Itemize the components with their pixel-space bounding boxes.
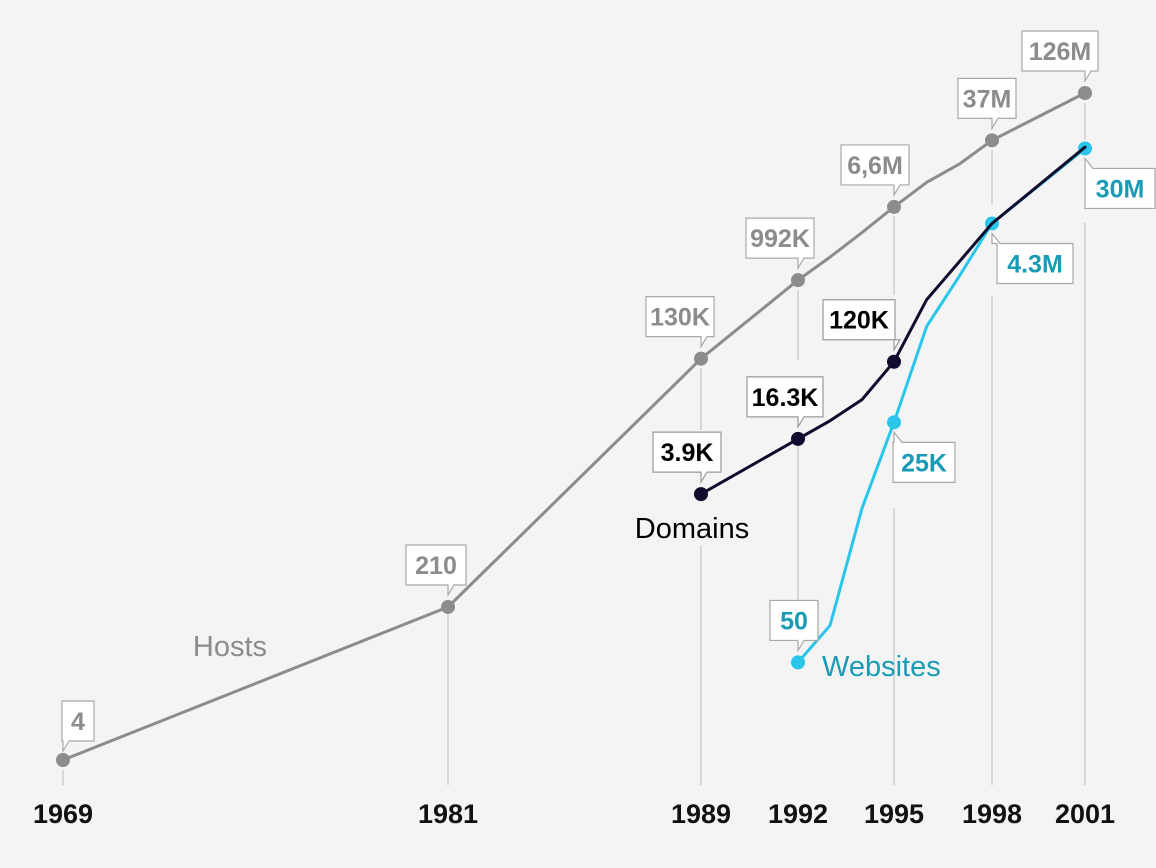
callout-box-hosts-2001 <box>1021 30 1099 84</box>
callout-domains-1989: 3.9K <box>652 431 722 485</box>
series-websites: Websites <box>791 141 1092 683</box>
data-labels: 4 210 130K 992K 6,6M 37M 126M 3.9K 16.3K 120K 50 25… <box>61 30 1156 754</box>
point-hosts-1969 <box>56 753 70 767</box>
callout-hosts-1992: 992K <box>745 217 815 271</box>
data-label-hosts-1992: 992K <box>750 225 810 253</box>
data-label-hosts-1995: 6,6M <box>847 152 903 180</box>
point-hosts-1998 <box>985 133 999 148</box>
callout-domains-1992: 16.3K <box>746 376 824 430</box>
series-name-websites: Websites <box>822 651 941 683</box>
line-websites <box>796 146 1087 664</box>
point-hosts-2001 <box>1078 86 1092 100</box>
data-label-hosts-2001: 126M <box>1029 38 1092 66</box>
x-tick-label-2001: 2001 <box>1055 799 1115 829</box>
callout-box-hosts-1998 <box>957 77 1017 131</box>
series-hosts: Hosts <box>56 86 1092 767</box>
callout-websites-2001: 30M <box>1084 156 1156 210</box>
data-label-hosts-1989: 130K <box>650 304 710 332</box>
x-tick-label-1995: 1995 <box>864 799 924 829</box>
x-tick-label-1992: 1992 <box>768 799 828 829</box>
callout-box-hosts-1981 <box>405 544 467 598</box>
callout-hosts-2001: 126M <box>1021 30 1099 84</box>
callout-box-websites-2001 <box>1084 156 1156 210</box>
data-label-websites-1995: 25K <box>901 449 947 477</box>
series-lines: Hosts Websites Domains <box>56 86 1092 767</box>
series-name-hosts: Hosts <box>193 631 267 663</box>
callout-box-domains-1995 <box>822 299 902 352</box>
callout-box-hosts-1969 <box>61 700 95 754</box>
point-domains-1995 <box>887 354 901 369</box>
callout-box-websites-1998 <box>991 231 1074 285</box>
x-tick-label-1981: 1981 <box>418 799 478 829</box>
data-label-domains-1992: 16.3K <box>752 384 819 412</box>
callout-hosts-1998: 37M <box>957 77 1017 131</box>
callout-box-domains-1989 <box>652 431 722 485</box>
data-label-websites-1998: 4.3M <box>1007 250 1063 278</box>
x-tick-label-1989: 1989 <box>671 799 731 829</box>
x-axis: 1969 1981 1989 1992 1995 1998 2001 <box>33 799 1115 829</box>
data-label-domains-1989: 3.9K <box>661 439 714 467</box>
callout-hosts-1995: 6,6M <box>840 144 910 198</box>
point-domains-1992 <box>791 431 805 446</box>
callout-box-hosts-1995 <box>840 144 910 198</box>
point-hosts-1992 <box>791 273 805 288</box>
data-label-websites-2001: 30M <box>1096 175 1145 203</box>
point-hosts-1989 <box>694 351 708 366</box>
point-hosts-1995 <box>887 199 901 214</box>
x-tick-label-1998: 1998 <box>962 799 1022 829</box>
data-label-domains-1995: 120K <box>829 307 889 335</box>
callout-box-hosts-1989 <box>645 296 715 349</box>
series-name-domains: Domains <box>635 513 749 545</box>
callout-box-websites-1995 <box>892 430 956 483</box>
callout-box-domains-1992 <box>746 376 824 430</box>
point-websites-1992 <box>791 655 805 670</box>
data-label-websites-1992: 50 <box>780 607 808 635</box>
callout-websites-1998: 4.3M <box>991 231 1074 285</box>
data-label-hosts-1998: 37M <box>963 85 1012 113</box>
point-domains-1989 <box>694 487 708 502</box>
line-hosts <box>61 91 1087 762</box>
series-domains: Domains <box>635 145 1087 545</box>
callout-hosts-1989: 130K <box>645 296 715 349</box>
callout-box-websites-1992 <box>769 599 819 653</box>
callout-websites-1992: 50 <box>769 599 819 653</box>
point-websites-1995 <box>887 415 901 430</box>
data-label-hosts-1969: 4 <box>71 708 85 736</box>
callout-box-hosts-1992 <box>745 217 815 271</box>
grid-lines <box>62 103 1086 785</box>
callout-hosts-1981: 210 <box>405 544 467 598</box>
point-hosts-1981 <box>441 599 455 614</box>
x-tick-label-1969: 1969 <box>33 799 93 829</box>
data-label-hosts-1981: 210 <box>415 552 457 580</box>
callout-hosts-1969: 4 <box>61 700 95 754</box>
callout-websites-1995: 25K <box>892 430 956 483</box>
callout-domains-1995: 120K <box>822 299 902 352</box>
